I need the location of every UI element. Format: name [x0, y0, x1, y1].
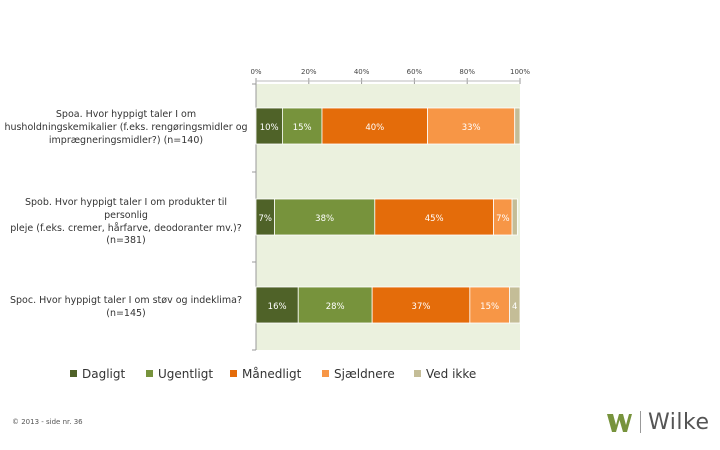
x-tick-label: 40%	[354, 68, 370, 76]
bar-segment	[297, 286, 373, 324]
data-label: 4	[512, 302, 517, 312]
footer-page-number: © 2013 - side nr. 36	[12, 418, 83, 426]
x-tick-label: 20%	[301, 68, 317, 76]
data-label: 28%	[326, 302, 345, 312]
x-tick-label: 100%	[510, 68, 530, 76]
legend-swatch	[322, 370, 329, 377]
data-label: 37%	[412, 302, 431, 312]
category-label: Spob. Hvor hyppigt taler I om produkter …	[4, 197, 248, 248]
category-label-line: Spob. Hvor hyppigt taler I om produkter …	[24, 197, 228, 221]
legend-swatch	[230, 370, 237, 377]
legend-swatch	[146, 370, 153, 377]
bar-segment	[255, 286, 299, 324]
x-tick-label: 0%	[250, 68, 261, 76]
bar-segment	[321, 107, 428, 145]
data-label: 15%	[480, 302, 499, 312]
category-label: Spoa. Hvor hyppigt taler I om husholdning…	[4, 109, 248, 147]
category-label-line: (n=145)	[106, 307, 146, 319]
category-label-line: husholdningskemikalier (f.eks. rengøring…	[4, 121, 248, 133]
bar-segment	[511, 198, 518, 236]
category-label-line: (n=381)	[106, 235, 146, 247]
category-label: Spoc. Hvor hyppigt taler I om støv og in…	[4, 295, 248, 321]
bar-segment	[281, 107, 323, 145]
legend-label: Dagligt	[82, 367, 125, 381]
legend-label: Ugentligt	[158, 367, 213, 381]
bar-segment	[255, 107, 283, 145]
x-tick-label: 80%	[459, 68, 475, 76]
bar-segment	[274, 198, 376, 236]
data-label: 15%	[293, 123, 312, 133]
legend-label: Ved ikke	[426, 367, 476, 381]
data-label: 40%	[365, 123, 384, 133]
data-label: 45%	[425, 214, 444, 224]
legend-label: Sjældnere	[334, 367, 395, 381]
data-label: 38%	[315, 214, 334, 224]
data-label: 33%	[462, 123, 481, 133]
bar-segment	[427, 107, 516, 145]
category-label-line: imprægneringsmidler?) (n=140)	[48, 134, 204, 146]
category-label-line: Spoa. Hvor hyppigt taler I om	[55, 109, 197, 120]
data-label: 10%	[260, 123, 279, 133]
data-label: 7%	[496, 214, 510, 224]
bar-segment	[509, 286, 521, 324]
category-label-line: Spoc. Hvor hyppigt taler I om støv og in…	[9, 295, 243, 306]
legend-label: Månedligt	[242, 367, 302, 381]
data-label: 7%	[258, 214, 272, 224]
wilke-logo-mark-icon	[607, 414, 632, 432]
x-tick-label: 60%	[407, 68, 423, 76]
bar-segment	[374, 198, 494, 236]
wilke-logo: Wilke	[606, 408, 710, 436]
bar-segment	[371, 286, 471, 324]
logo-text: Wilke	[648, 409, 710, 435]
data-label: 16%	[268, 302, 287, 312]
bar-segment	[514, 107, 521, 145]
legend-swatch	[70, 370, 77, 377]
logo-separator	[640, 411, 641, 433]
legend-swatch	[414, 370, 421, 377]
category-label-line: pleje (f.eks. cremer, hårfarve, deodoran…	[10, 222, 242, 234]
